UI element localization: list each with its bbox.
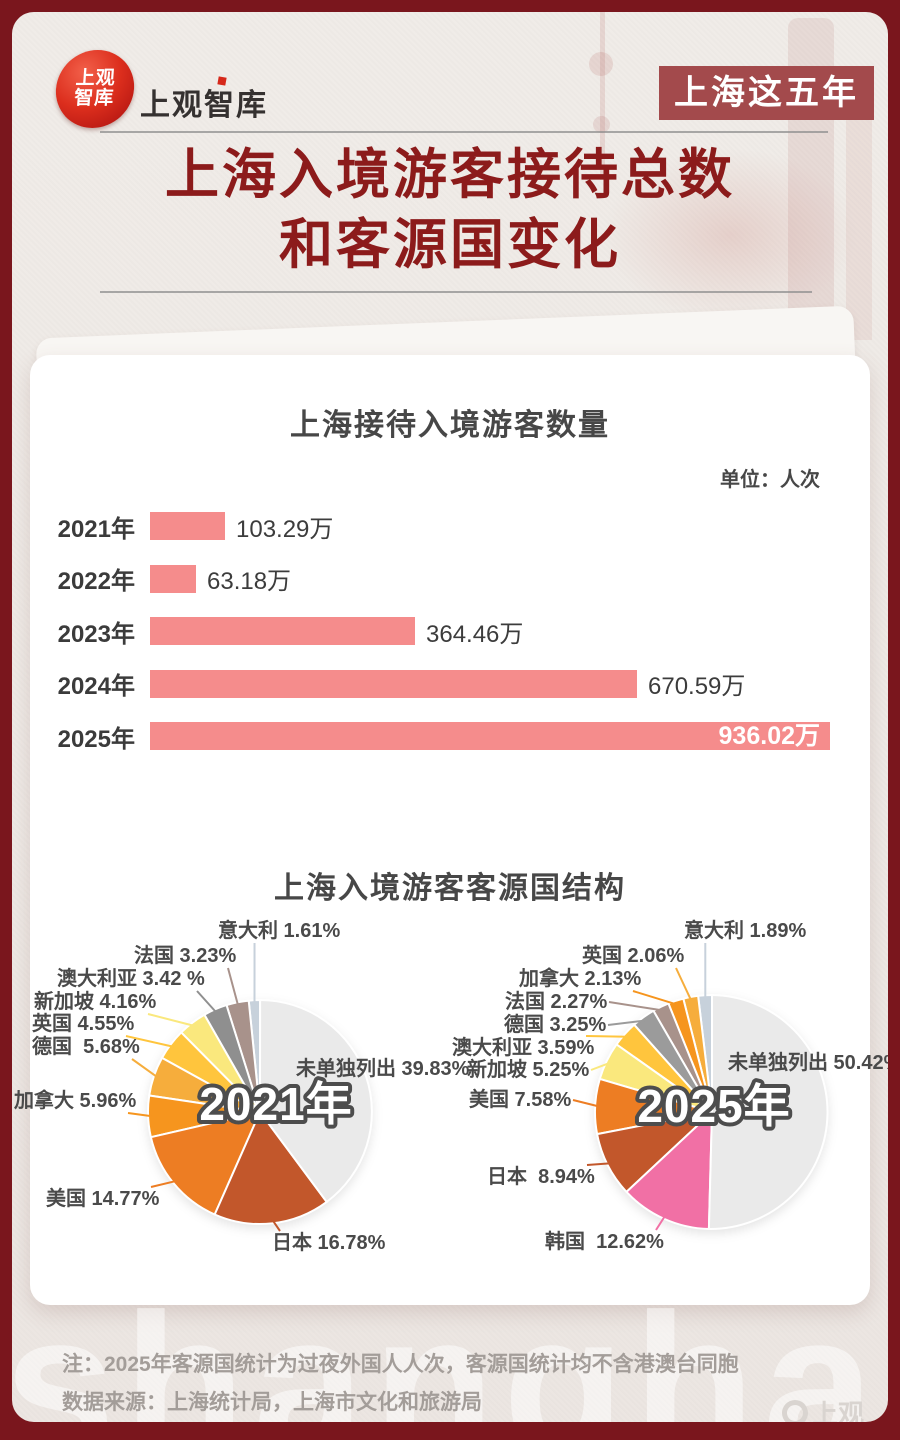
bar-year-label: 2025年 bbox=[57, 725, 135, 753]
bar-2023年 bbox=[150, 617, 415, 645]
pies-canvas: 2021年 2025年 bbox=[125, 942, 829, 1232]
title-divider bbox=[100, 291, 812, 293]
pearl-tower-sphere-icon bbox=[589, 52, 613, 76]
pie-label-澳大利亚: 澳大利亚 3.59% bbox=[452, 1037, 595, 1059]
pie-label-美国: 美国 14.77% bbox=[46, 1188, 160, 1210]
leader-line-英国 bbox=[675, 967, 693, 1002]
pie-2025年 bbox=[594, 993, 829, 1231]
pie-slice-未单独列出 bbox=[707, 994, 829, 1231]
pie-label-德国: 德国 5.68% bbox=[32, 1036, 140, 1058]
bar-year-label: 2021年 bbox=[57, 515, 135, 543]
pie-label-未单独列出: 未单独列出 50.42% bbox=[728, 1052, 888, 1074]
background-watermark-text: shanghai bbox=[12, 1273, 888, 1422]
watermark-text: 上观 bbox=[811, 1399, 864, 1422]
pie-label-法国: 法国 2.27% bbox=[505, 991, 608, 1013]
bar-2024年 bbox=[150, 669, 637, 698]
bar-row: 2022年 63.18万 bbox=[30, 564, 870, 595]
leader-line-日本 bbox=[271, 1218, 281, 1232]
bar-value-label: 103.29万 bbox=[236, 515, 334, 543]
footnote: 注：2025年客源国统计为过夜外国人人次，客源国统计均不含港澳台同胞 bbox=[62, 1353, 739, 1376]
bar-2021年 bbox=[150, 512, 225, 540]
pie-label-日本: 日本 16.78% bbox=[272, 1232, 386, 1254]
pie-2021年 bbox=[146, 999, 373, 1225]
brand-logo-icon: 上观 智库 bbox=[53, 50, 137, 128]
paper-background: 上观 智库 上观智库 上海这五年 上海入境游客接待总数 和客源国变化 上海接待入… bbox=[12, 12, 888, 1422]
bar-value-label: 364.46万 bbox=[426, 620, 524, 648]
pie-label-美国: 美国 7.58% bbox=[469, 1089, 572, 1111]
pearl-tower-icon bbox=[600, 12, 605, 180]
bar-row: 2021年 103.29万 bbox=[30, 512, 870, 543]
brand-wordmark-text: 上观智库 bbox=[140, 89, 268, 122]
leader-line-韩国 bbox=[655, 1214, 667, 1231]
bar-value-label: 936.02万 bbox=[718, 722, 820, 750]
pie-label-韩国: 韩国 12.62% bbox=[545, 1231, 664, 1253]
leader-line-澳大利亚 bbox=[196, 990, 218, 1014]
pie-label-德国: 德国 3.25% bbox=[504, 1014, 607, 1036]
bar-value-label: 63.18万 bbox=[207, 568, 292, 595]
leader-line-日本 bbox=[586, 1162, 612, 1166]
pie-slice-未单独列出 bbox=[259, 999, 373, 1203]
pie-label-新加坡: 新加坡 5.25% bbox=[467, 1059, 590, 1081]
pie-label-加拿大: 加拿大 2.13% bbox=[519, 968, 642, 990]
pie-label-英国: 英国 4.55% bbox=[32, 1013, 135, 1035]
page-title-line1: 上海入境游客接待总数 bbox=[165, 145, 735, 205]
pie-slice-美国 bbox=[149, 1111, 261, 1216]
pie-label-意大利: 意大利 1.61% bbox=[218, 920, 341, 942]
pie-label-英国: 英国 2.06% bbox=[582, 945, 685, 967]
unit-label: 单位：人次 bbox=[720, 469, 820, 491]
bar-2022年 bbox=[150, 564, 196, 593]
leader-line-法国 bbox=[608, 1001, 663, 1012]
brand-wordmark: 上观智库 bbox=[140, 76, 268, 124]
brand-logo-line2: 智库 bbox=[73, 88, 116, 109]
header-divider bbox=[100, 131, 828, 133]
page-title: 上海入境游客接待总数 和客源国变化 bbox=[12, 140, 888, 280]
page-title-line2: 和客源国变化 bbox=[279, 215, 621, 275]
leader-line-美国 bbox=[150, 1179, 178, 1188]
bar-chart: 2021年 103.29万 2022年 63.18万 2023年 364.46万 2024年… bbox=[30, 355, 870, 775]
corner-watermark: 上观 bbox=[778, 1394, 864, 1422]
series-badge: 上海这五年 bbox=[659, 66, 874, 120]
pie-center-label: 2021年 bbox=[199, 1078, 352, 1130]
wordmark-red-dot-icon bbox=[217, 76, 227, 86]
watermark-ring-icon bbox=[778, 1395, 812, 1422]
pie-center-label: 2025年 bbox=[637, 1080, 790, 1132]
bar-year-label: 2023年 bbox=[57, 620, 135, 648]
bar-year-label: 2022年 bbox=[57, 568, 135, 595]
bar-row: 2024年 670.59万 bbox=[30, 669, 870, 700]
leader-line-美国 bbox=[572, 1099, 600, 1108]
charts-card: 上海接待入境游客数量 单位：人次 2021年 103.29万 2022年 63.18万… bbox=[14, 355, 888, 1305]
leader-line-法国 bbox=[227, 967, 240, 1007]
pie-label-未单独列出: 未单独列出 39.83% bbox=[296, 1058, 470, 1080]
pie-section-title: 上海入境游客客源国结构 bbox=[274, 872, 626, 905]
data-source: 数据来源：上海统计局，上海市文化和旅游局 bbox=[62, 1391, 482, 1414]
pearl-tower-sphere-icon bbox=[593, 116, 610, 133]
bar-row: 2023年 364.46万 bbox=[30, 617, 870, 648]
bar-value-label: 670.59万 bbox=[648, 673, 746, 700]
bar-year-label: 2024年 bbox=[57, 673, 135, 700]
leader-line-德国 bbox=[607, 1019, 646, 1026]
pie-label-澳大利亚: 澳大利亚 3.42 % bbox=[57, 968, 205, 990]
pie-label-日本: 日本 8.94% bbox=[487, 1166, 595, 1188]
brand-logo-line1: 上观 bbox=[74, 68, 117, 89]
bar-2025年: 936.02万 bbox=[150, 722, 830, 750]
leader-line-加拿大 bbox=[632, 990, 678, 1006]
pie-label-法国: 法国 3.23% bbox=[134, 945, 237, 967]
pie-charts: 2021年 2025年 意大利 1.61% 法国 3.23% 澳大利亚 3.42 % 新… bbox=[14, 900, 888, 1300]
leader-line-澳大利亚 bbox=[585, 1035, 628, 1038]
pie-label-意大利: 意大利 1.89% bbox=[684, 920, 807, 942]
bar-chart-title: 上海接待入境游客数量 bbox=[290, 409, 610, 442]
pie-label-新加坡: 新加坡 4.16% bbox=[34, 991, 157, 1013]
pie-label-加拿大: 加拿大 5.96% bbox=[14, 1090, 137, 1112]
leader-line-新加坡 bbox=[147, 1013, 195, 1027]
pie-slice-日本 bbox=[213, 1111, 328, 1225]
leader-line-新加坡 bbox=[590, 1061, 611, 1071]
leader-line-英国 bbox=[125, 1035, 175, 1048]
leader-line-加拿大 bbox=[127, 1112, 153, 1118]
bar-row: 2025年 936.02万 bbox=[30, 722, 870, 753]
leader-line-德国 bbox=[131, 1058, 159, 1079]
